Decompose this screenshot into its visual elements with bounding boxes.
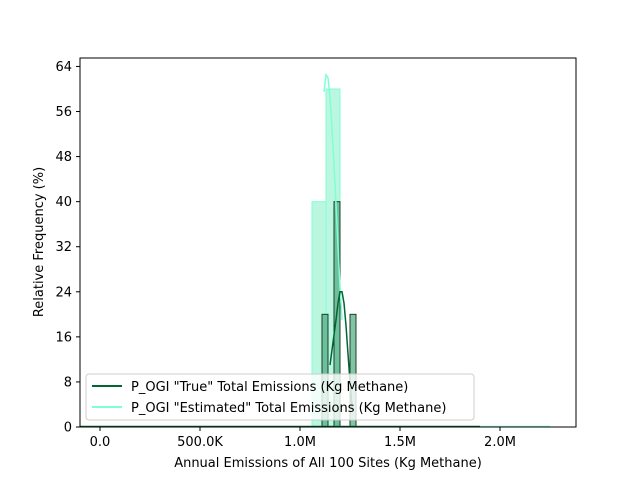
y-tick-label: 16 — [55, 330, 72, 345]
y-tick-label: 40 — [55, 195, 72, 210]
kde-line-true — [329, 291, 354, 411]
y-axis: 0 8 16 24 32 40 48 56 64 — [55, 60, 80, 436]
y-axis-title: Relative Frequency (%) — [32, 167, 47, 317]
legend-label-true: P_OGI "True" Total Emissions (Kg Methane… — [131, 380, 408, 395]
y-tick-label: 0 — [64, 421, 72, 436]
kde-line-estimated — [323, 72, 343, 321]
legend-label-estimated: P_OGI "Estimated" Total Emissions (Kg Me… — [131, 401, 446, 416]
x-axis: 0.0 500.0K 1.0M 1.5M 2.0M — [90, 427, 516, 450]
x-tick-label: 1.0M — [284, 435, 316, 450]
x-tick-label: 2.0M — [484, 435, 516, 450]
y-tick-label: 24 — [55, 285, 72, 300]
legend: P_OGI "True" Total Emissions (Kg Methane… — [85, 373, 475, 421]
x-tick-label: 0.0 — [90, 435, 111, 450]
y-tick-label: 32 — [55, 240, 72, 255]
plot-frame — [79, 57, 577, 428]
y-tick-label: 8 — [64, 375, 72, 390]
x-axis-title: Annual Emissions of All 100 Sites (Kg Me… — [174, 456, 482, 471]
kde-lines — [323, 72, 354, 411]
legend-box — [85, 373, 475, 421]
y-tick-label: 56 — [55, 105, 72, 120]
x-tick-label: 1.5M — [384, 435, 416, 450]
x-tick-label: 500.0K — [177, 435, 223, 450]
y-tick-label: 48 — [55, 150, 72, 165]
y-tick-label: 64 — [55, 60, 72, 75]
